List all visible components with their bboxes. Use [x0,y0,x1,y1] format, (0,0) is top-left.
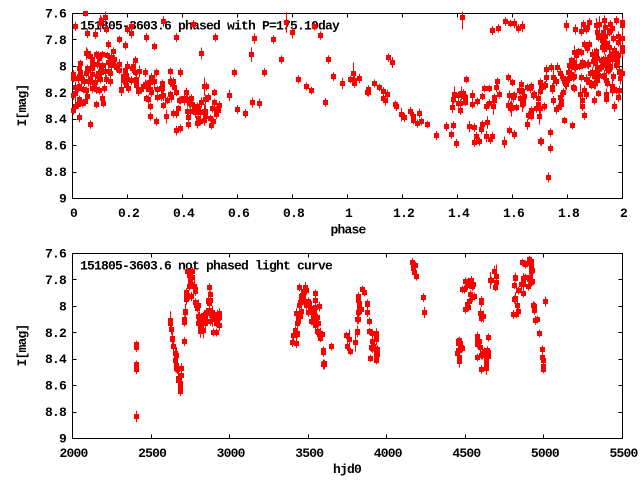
svg-text:0.6: 0.6 [228,206,250,221]
svg-text:8.4: 8.4 [45,112,67,127]
svg-text:9: 9 [59,432,67,447]
svg-text:1.2: 1.2 [393,206,415,221]
svg-text:8: 8 [59,59,67,74]
svg-text:7.6: 7.6 [45,247,67,262]
svg-text:1.6: 1.6 [503,206,525,221]
svg-text:1.4: 1.4 [448,206,470,221]
svg-text:phase: phase [330,223,366,238]
svg-text:7.6: 7.6 [45,7,67,22]
svg-text:4000: 4000 [374,446,403,461]
svg-text:2500: 2500 [138,446,167,461]
svg-text:7.8: 7.8 [45,273,67,288]
svg-text:8.8: 8.8 [45,405,67,420]
svg-text:8: 8 [59,299,67,314]
svg-text:hjd0: hjd0 [333,462,362,477]
svg-text:8.8: 8.8 [45,165,67,180]
svg-text:8.4: 8.4 [45,352,67,367]
svg-text:0.8: 0.8 [283,206,305,221]
svg-text:151805-3603.6 not phased light: 151805-3603.6 not phased light curve [80,259,333,274]
svg-text:2: 2 [620,206,628,221]
svg-text:5000: 5000 [531,446,560,461]
svg-text:8.2: 8.2 [45,326,67,341]
svg-text:1.8: 1.8 [558,206,580,221]
svg-text:8.6: 8.6 [45,379,67,394]
svg-text:1: 1 [345,206,353,221]
svg-text:151805-3603.6 phased with P=17: 151805-3603.6 phased with P=175.10day [80,19,340,34]
svg-text:8.2: 8.2 [45,86,67,101]
svg-text:7.8: 7.8 [45,33,67,48]
svg-text:5500: 5500 [609,446,638,461]
svg-text:2000: 2000 [59,446,88,461]
svg-text:I[mag]: I[mag] [15,324,30,366]
svg-text:3500: 3500 [295,446,324,461]
svg-text:0: 0 [70,206,78,221]
svg-text:8.6: 8.6 [45,139,67,154]
svg-text:3000: 3000 [217,446,246,461]
svg-text:0.2: 0.2 [118,206,140,221]
svg-text:9: 9 [59,192,67,207]
svg-text:4500: 4500 [452,446,481,461]
svg-text:I[mag]: I[mag] [15,84,30,126]
svg-text:0.4: 0.4 [173,206,195,221]
